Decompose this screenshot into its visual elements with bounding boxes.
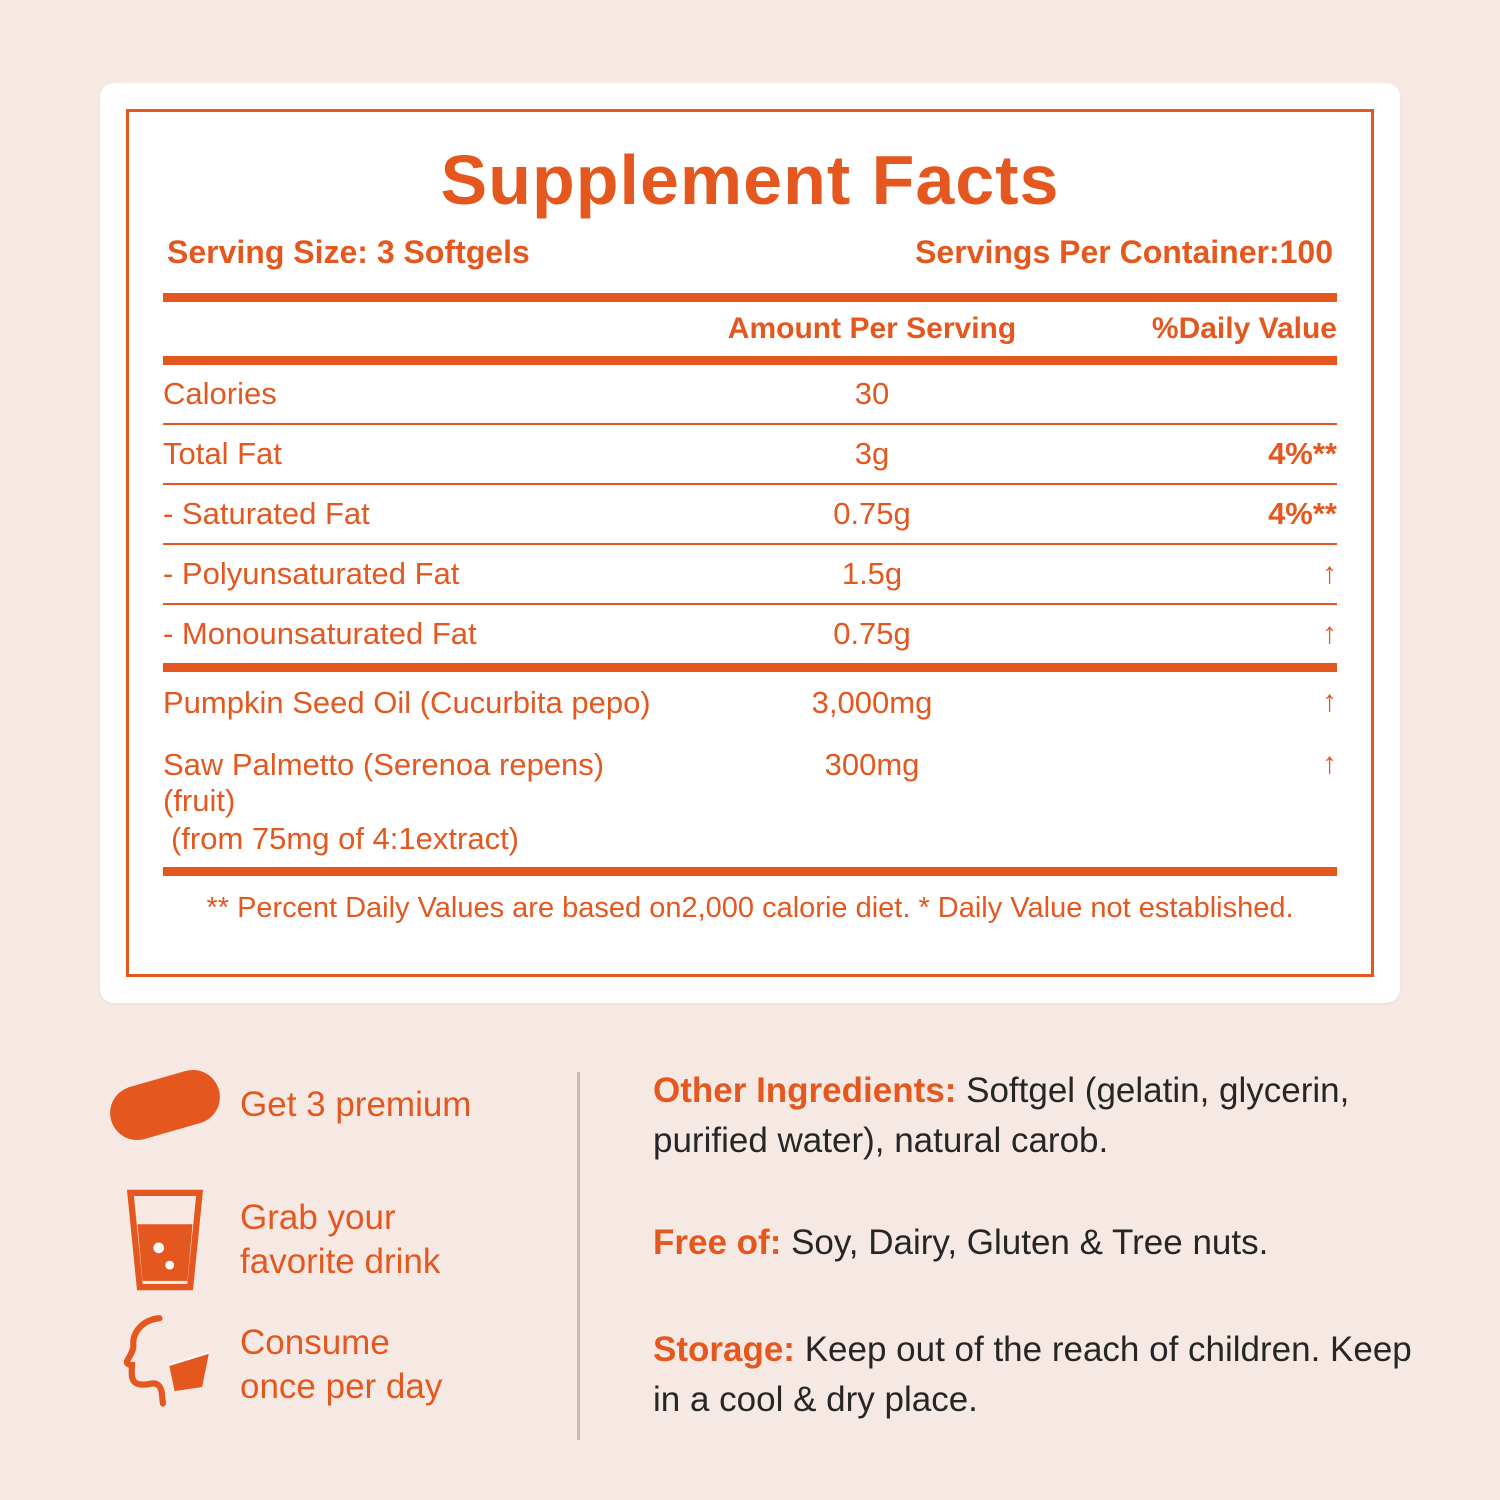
row-label: - Polyunsaturated Fat [163, 556, 460, 591]
storage-heading: Storage: [653, 1330, 795, 1369]
usage-step-label: Get 3 premium [240, 1085, 472, 1125]
row-dv: ↑ [1322, 557, 1337, 590]
ingredient-dv: ↑ [1322, 747, 1337, 780]
usage-step-label: Grab your favorite drink [240, 1198, 441, 1281]
other-ingredients-block: Other Ingredients: Softgel (gelatin, gly… [653, 1066, 1423, 1165]
ingredient-label: Pumpkin Seed Oil (Cucurbita pepo) [163, 685, 651, 720]
ingredient-label: Saw Palmetto (Serenoa repens) (fruit) [163, 747, 605, 818]
drink-glass-icon [90, 1185, 240, 1295]
serving-size: Serving Size: 3 Softgels [167, 234, 530, 270]
divider-thick [163, 293, 1337, 302]
row-amount: 3g [854, 436, 890, 471]
row-label: - Monounsaturated Fat [163, 616, 477, 651]
table-row: Calories 30 [163, 365, 1337, 425]
other-ingredients-text: Softgel (gelatin, glycerin, purified wat… [653, 1071, 1350, 1160]
free-of-block: Free of: Soy, Dairy, Gluten & Tree nuts. [653, 1218, 1423, 1268]
storage-block: Storage: Keep out of the reach of childr… [653, 1325, 1423, 1424]
servings-per-container: Servings Per Container:100 [915, 234, 1333, 270]
ingredient-amount: 3,000mg [811, 685, 933, 720]
softgel-icon [90, 1063, 240, 1147]
row-label: - Saturated Fat [163, 496, 370, 531]
usage-step-3: Consume once per day [90, 1310, 442, 1420]
row-amount: 1.5g [841, 556, 903, 591]
row-dv: 4%** [1268, 496, 1337, 531]
table-row: - Polyunsaturated Fat 1.5g ↑ [163, 545, 1337, 605]
ingredient-sublabel: (from 75mg of 4:1extract) [171, 821, 520, 856]
supplement-facts-card: Supplement Facts Serving Size: 3 Softgel… [100, 83, 1400, 1003]
supplement-facts-panel: Supplement Facts Serving Size: 3 Softgel… [126, 109, 1374, 977]
usage-step-label: Consume once per day [240, 1323, 443, 1406]
divider-thick [163, 867, 1337, 876]
table-row: - Monounsaturated Fat 0.75g ↑ [163, 605, 1337, 663]
ingredient-row: Pumpkin Seed Oil (Cucurbita pepo) 3,000m… [163, 672, 1337, 734]
usage-step-2: Grab your favorite drink [90, 1185, 440, 1295]
row-label: Calories [163, 376, 277, 411]
col-daily-value: %Daily Value [1151, 312, 1337, 345]
divider-thick [163, 663, 1337, 672]
col-amount-per-serving: Amount Per Serving [727, 312, 1017, 345]
vertical-divider [577, 1072, 580, 1440]
ingredient-row: Saw Palmetto (Serenoa repens) (fruit) 30… [163, 734, 1337, 819]
ingredient-amount: 300mg [824, 747, 920, 782]
table-row: - Saturated Fat 0.75g 4%** [163, 485, 1337, 545]
table-row: Total Fat 3g 4%** [163, 425, 1337, 485]
storage-text: Keep out of the reach of children. Keep … [653, 1330, 1412, 1419]
panel-title: Supplement Facts [440, 141, 1060, 219]
usage-step-1: Get 3 premium [90, 1063, 472, 1147]
row-dv: 4%** [1268, 436, 1337, 471]
free-of-heading: Free of: [653, 1223, 782, 1262]
row-amount: 30 [854, 376, 890, 411]
daily-value-footnote: ** Percent Daily Values are based on2,00… [206, 892, 1294, 924]
other-ingredients-heading: Other Ingredients: [653, 1071, 957, 1110]
consume-face-icon [90, 1310, 240, 1420]
serving-row: Serving Size: 3 Softgels Servings Per Co… [163, 234, 1337, 271]
row-amount: 0.75g [833, 616, 911, 651]
divider-thick [163, 356, 1337, 365]
row-dv: ↑ [1322, 617, 1337, 650]
ingredient-dv: ↑ [1322, 685, 1337, 718]
row-label: Total Fat [163, 436, 282, 471]
table-header-row: Amount Per Serving %Daily Value [163, 302, 1337, 356]
row-amount: 0.75g [833, 496, 911, 531]
free-of-text: Soy, Dairy, Gluten & Tree nuts. [781, 1223, 1269, 1262]
